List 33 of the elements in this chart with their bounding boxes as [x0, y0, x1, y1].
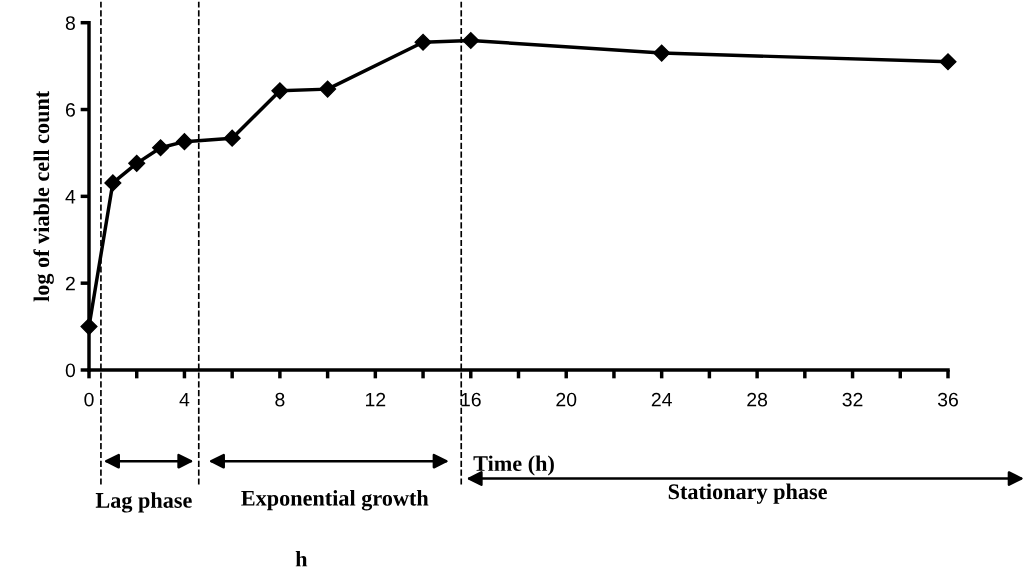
point — [80, 318, 98, 336]
x-tick-label: 24 — [651, 392, 672, 407]
x-tick-label: 32 — [842, 392, 863, 407]
x-tick-label: 8 — [275, 392, 285, 407]
point — [319, 80, 337, 98]
point — [104, 174, 122, 192]
x-tick-label: 0 — [84, 392, 94, 407]
point — [175, 133, 193, 151]
x-axis-title: Time (h) — [473, 455, 554, 476]
point — [414, 33, 432, 51]
point — [653, 44, 671, 62]
point — [128, 154, 146, 172]
x-tick-label: 28 — [747, 392, 768, 407]
y-tick-label: 4 — [65, 190, 76, 204]
point — [271, 82, 289, 100]
text: Exponential growth — [241, 490, 429, 511]
y-tick-label: 0 — [65, 363, 76, 378]
y-tick-label: 6 — [65, 102, 75, 117]
x-tick-label: 20 — [556, 392, 577, 407]
text: Lag phase — [95, 492, 192, 513]
text: h — [295, 550, 308, 567]
y-tick-label: 8 — [65, 16, 75, 30]
y-axis-title: log of viable cell count — [33, 90, 54, 302]
x-tick-label: 36 — [937, 392, 958, 407]
point — [223, 129, 241, 147]
point — [152, 139, 170, 157]
x-tick-label: 4 — [179, 392, 190, 407]
point — [939, 53, 957, 71]
x-tick-label: 12 — [366, 392, 386, 407]
x-tick-label: 16 — [461, 392, 481, 407]
text: Stationary phase — [668, 483, 827, 504]
point — [462, 31, 480, 50]
y-tick-label: 2 — [65, 276, 75, 291]
